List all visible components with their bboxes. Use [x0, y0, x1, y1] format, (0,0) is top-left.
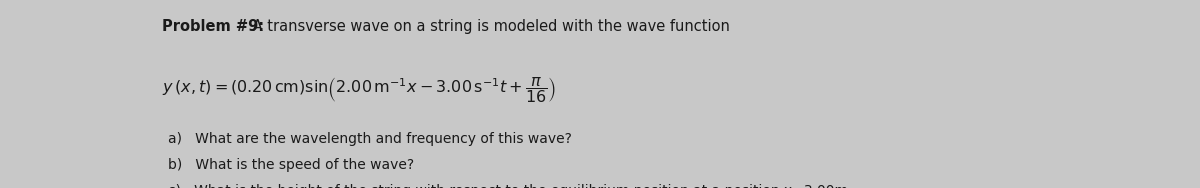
Text: $y\,(x,t) = (0.20\,\mathrm{cm})\sin\!\left(2.00\,\mathrm{m}^{-1}x - 3.00\,\mathr: $y\,(x,t) = (0.20\,\mathrm{cm})\sin\!\le…	[162, 75, 556, 105]
Text: c)   What is the height of the string with respect to the equilibrium position a: c) What is the height of the string with…	[168, 184, 848, 188]
Text: A transverse wave on a string is modeled with the wave function: A transverse wave on a string is modeled…	[248, 19, 731, 34]
Text: a)   What are the wavelength and frequency of this wave?: a) What are the wavelength and frequency…	[168, 132, 572, 146]
Text: b)   What is the speed of the wave?: b) What is the speed of the wave?	[168, 158, 414, 172]
Text: Problem #9:: Problem #9:	[162, 19, 264, 34]
